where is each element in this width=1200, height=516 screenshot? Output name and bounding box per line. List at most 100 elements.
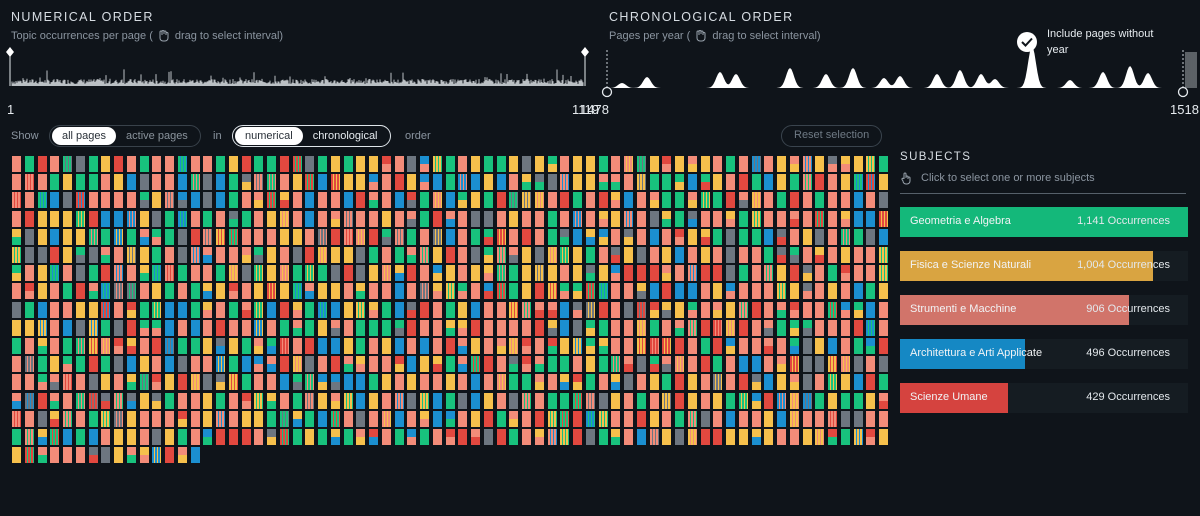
page-tile[interactable] bbox=[700, 156, 710, 172]
page-tile[interactable] bbox=[88, 210, 98, 227]
page-tile[interactable] bbox=[63, 283, 72, 300]
page-tile[interactable] bbox=[458, 374, 468, 391]
page-tile[interactable] bbox=[254, 356, 264, 373]
page-tile[interactable] bbox=[267, 210, 276, 227]
page-tile[interactable] bbox=[496, 338, 506, 354]
page-tile[interactable] bbox=[407, 210, 417, 227]
page-tile[interactable] bbox=[509, 356, 519, 373]
page-tile[interactable] bbox=[420, 174, 429, 191]
page-tile[interactable] bbox=[420, 410, 429, 427]
page-tile[interactable] bbox=[203, 283, 213, 300]
page-tile[interactable] bbox=[726, 410, 735, 427]
page-tile[interactable] bbox=[815, 319, 825, 336]
page-tile[interactable] bbox=[789, 174, 799, 191]
page-tile[interactable] bbox=[114, 265, 123, 282]
page-tile[interactable] bbox=[177, 301, 187, 318]
page-tile[interactable] bbox=[471, 338, 480, 354]
page-tile[interactable] bbox=[101, 319, 111, 336]
page-tile[interactable] bbox=[12, 210, 21, 227]
page-tile[interactable] bbox=[585, 374, 595, 391]
page-tile[interactable] bbox=[853, 301, 863, 318]
page-tile[interactable] bbox=[343, 174, 353, 191]
page-tile[interactable] bbox=[879, 410, 888, 427]
page-tile[interactable] bbox=[203, 374, 213, 391]
page-tile[interactable] bbox=[24, 192, 34, 209]
page-tile[interactable] bbox=[420, 156, 429, 172]
page-tile[interactable] bbox=[75, 410, 85, 427]
page-tile[interactable] bbox=[802, 410, 812, 427]
page-tile[interactable] bbox=[216, 283, 225, 300]
page-tile[interactable] bbox=[777, 210, 786, 227]
page-tile[interactable] bbox=[356, 174, 366, 191]
page-tile[interactable] bbox=[547, 247, 557, 263]
page-tile[interactable] bbox=[190, 156, 200, 172]
page-tile[interactable] bbox=[700, 192, 710, 209]
page-tile[interactable] bbox=[624, 156, 633, 172]
page-tile[interactable] bbox=[228, 156, 238, 172]
page-tile[interactable] bbox=[585, 429, 595, 445]
page-tile[interactable] bbox=[866, 265, 876, 282]
subject-row-fisica[interactable]: Fisica e Scienze Naturali 1,004 Occurren… bbox=[900, 251, 1188, 281]
page-tile[interactable] bbox=[611, 210, 621, 227]
page-tile[interactable] bbox=[24, 156, 34, 172]
page-tile[interactable] bbox=[649, 210, 659, 227]
page-tile[interactable] bbox=[165, 247, 174, 263]
page-tile[interactable] bbox=[50, 374, 60, 391]
page-tile[interactable] bbox=[802, 301, 812, 318]
page-tile[interactable] bbox=[738, 319, 748, 336]
page-tile[interactable] bbox=[369, 283, 378, 300]
page-tile[interactable] bbox=[190, 356, 200, 373]
page-tile[interactable] bbox=[241, 192, 251, 209]
page-tile[interactable] bbox=[777, 283, 786, 300]
page-tile[interactable] bbox=[483, 156, 493, 172]
page-tile[interactable] bbox=[483, 410, 493, 427]
page-tile[interactable] bbox=[624, 356, 633, 373]
page-tile[interactable] bbox=[318, 156, 327, 172]
page-tile[interactable] bbox=[662, 265, 672, 282]
page-tile[interactable] bbox=[636, 319, 646, 336]
page-tile[interactable] bbox=[853, 319, 863, 336]
page-tile[interactable] bbox=[573, 374, 582, 391]
page-tile[interactable] bbox=[866, 319, 876, 336]
page-tile[interactable] bbox=[139, 156, 149, 172]
page-tile[interactable] bbox=[318, 374, 327, 391]
page-tile[interactable] bbox=[305, 392, 315, 409]
page-tile[interactable] bbox=[751, 210, 761, 227]
page-tile[interactable] bbox=[369, 301, 378, 318]
page-tile[interactable] bbox=[866, 392, 876, 409]
page-tile[interactable] bbox=[547, 374, 557, 391]
page-tile[interactable] bbox=[305, 319, 315, 336]
page-tile[interactable] bbox=[279, 319, 289, 336]
page-tile[interactable] bbox=[114, 174, 123, 191]
page-tile[interactable] bbox=[483, 265, 493, 282]
page-tile[interactable] bbox=[687, 283, 697, 300]
page-tile[interactable] bbox=[126, 174, 136, 191]
page-tile[interactable] bbox=[445, 192, 455, 209]
page-tile[interactable] bbox=[50, 210, 60, 227]
page-tile[interactable] bbox=[165, 356, 174, 373]
page-tile[interactable] bbox=[37, 210, 47, 227]
page-tile[interactable] bbox=[420, 265, 429, 282]
page-tile[interactable] bbox=[37, 174, 47, 191]
page-tile[interactable] bbox=[12, 392, 21, 409]
page-tile[interactable] bbox=[866, 283, 876, 300]
page-tile[interactable] bbox=[713, 174, 723, 191]
page-tile[interactable] bbox=[420, 192, 429, 209]
page-tile[interactable] bbox=[101, 338, 111, 354]
page-tile[interactable] bbox=[700, 356, 710, 373]
page-tile[interactable] bbox=[598, 265, 608, 282]
page-tile[interactable] bbox=[471, 265, 480, 282]
page-tile[interactable] bbox=[254, 210, 264, 227]
page-tile[interactable] bbox=[496, 210, 506, 227]
page-tile[interactable] bbox=[840, 247, 850, 263]
page-tile[interactable] bbox=[560, 210, 570, 227]
page-tile[interactable] bbox=[241, 265, 251, 282]
page-tile[interactable] bbox=[662, 338, 672, 354]
page-tile[interactable] bbox=[534, 174, 544, 191]
page-tile[interactable] bbox=[63, 392, 72, 409]
page-tile[interactable] bbox=[738, 338, 748, 354]
page-tile[interactable] bbox=[279, 247, 289, 263]
page-tile[interactable] bbox=[483, 192, 493, 209]
page-tile[interactable] bbox=[407, 301, 417, 318]
page-tile[interactable] bbox=[675, 283, 684, 300]
